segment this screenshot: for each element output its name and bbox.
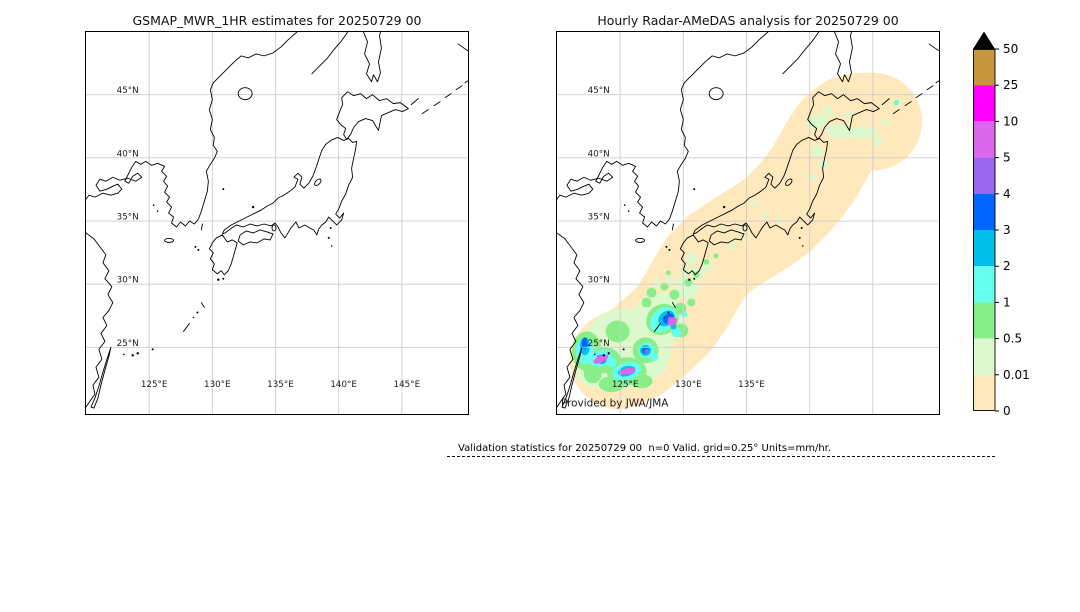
colorbar: 50 25 10 5 4 3 2 1 0.5 0.01 0 [973,31,1053,418]
lat-label: 45°N [117,86,139,96]
lat-label: 35°N [117,213,139,223]
lon-label: 125°E [141,380,168,390]
graticule [86,32,468,414]
lon-label: 140°E [330,380,357,390]
colorbar-segment [973,121,995,158]
colorbar-segment [973,338,995,375]
precip-10 [593,317,677,375]
colorbar-tick-label: 5 [1003,151,1011,165]
lat-label: 40°N [117,149,139,159]
gsmap-map: 45°N 40°N 35°N 30°N 25°N 125°E 130°E 135… [86,32,468,414]
colorbar-tick-label: 0 [1003,404,1011,415]
colorbar-tick-labels: 50 25 10 5 4 3 2 1 0.5 0.01 0 [1003,42,1030,418]
lon-label: 135°E [738,380,765,390]
lon-label: 135°E [267,380,294,390]
lat-label: 35°N [588,213,610,223]
colorbar-segment [973,266,995,303]
radar-amedas-map: 45°N 40°N 35°N 30°N 25°N 125°E 130°E 135… [557,32,939,414]
colorbar-tick-label: 50 [1003,42,1018,56]
colorbar-tick-label: 4 [1003,187,1011,201]
lon-label: 145°E [394,380,421,390]
colorbar-tick-label: 25 [1003,78,1018,92]
colorbar-tick-label: 0.5 [1003,332,1022,346]
credit-label: Provided by JWA/JMA [561,398,669,410]
colorbar-tick-label: 0.01 [1003,368,1030,382]
colorbar-tick-label: 3 [1003,223,1011,237]
colorbar-tick-label: 2 [1003,259,1011,273]
colorbar-svg: 50 25 10 5 4 3 2 1 0.5 0.01 0 [973,31,1030,418]
left-map-title: GSMAP_MWR_1HR estimates for 20250729 00 [132,13,422,28]
precipitation-layer [569,72,923,410]
lat-label: 40°N [588,149,610,159]
lat-label: 30°N [588,276,610,286]
colorbar-segment [973,193,995,230]
colorbar-segment [973,302,995,339]
gsmap-map-panel: 45°N 40°N 35°N 30°N 25°N 125°E 130°E 135… [85,31,469,415]
right-map-title: Hourly Radar-AMeDAS analysis for 2025072… [597,13,899,28]
validation-stats-note: Validation statistics for 20250729 00 n=… [458,443,832,454]
dashed-divider [447,456,996,458]
lat-label: 25°N [117,339,139,349]
lon-label: 130°E [204,380,231,390]
left-map-labels: 45°N 40°N 35°N 30°N 25°N 125°E 130°E 135… [117,86,420,390]
coastline [86,32,468,409]
colorbar-overflow-triangle [973,31,995,49]
lon-label: 130°E [675,380,702,390]
colorbar-tick-label: 1 [1003,295,1011,309]
lon-label: 125°E [612,380,639,390]
colorbar-segment [973,49,995,86]
colorbar-tick-label: 10 [1003,114,1018,128]
radar-amedas-map-panel: 45°N 40°N 35°N 30°N 25°N 125°E 130°E 135… [556,31,940,415]
colorbar-ticks [995,48,999,412]
colorbar-segment [973,85,995,122]
lat-label: 25°N [588,339,610,349]
colorbar-segment [973,374,995,411]
colorbar-segment [973,157,995,194]
lat-label: 45°N [588,86,610,96]
lat-label: 30°N [117,276,139,286]
colorbar-segment [973,230,995,267]
right-map-labels: 45°N 40°N 35°N 30°N 25°N 125°E 130°E 135… [561,86,765,409]
